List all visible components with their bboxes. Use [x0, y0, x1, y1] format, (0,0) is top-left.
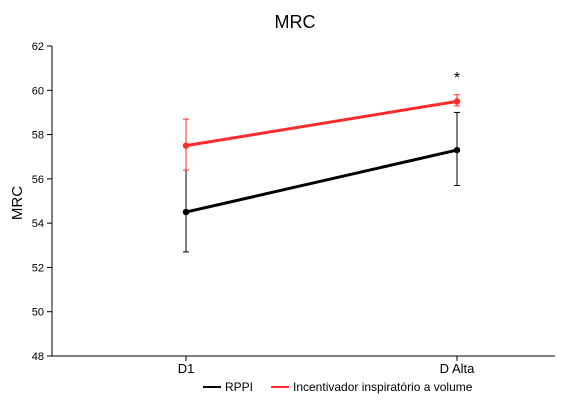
legend-label: RPPI [225, 380, 253, 394]
series-layer [182, 94, 461, 253]
legend-label: Incentivador inspiratório a volume [293, 380, 473, 394]
chart-title: MRC [275, 12, 316, 32]
y-tick-label: 56 [32, 174, 44, 186]
y-tick-label: 62 [32, 41, 44, 53]
y-ticks: 48 50 52 54 56 58 60 62 [32, 41, 52, 363]
data-point [182, 142, 190, 149]
x-tick-label: D1 [178, 361, 195, 376]
y-tick-label: 54 [32, 218, 44, 230]
series-1 [182, 111, 461, 253]
y-tick-label: 52 [32, 262, 44, 274]
y-axis-label: MRC [9, 186, 26, 220]
significance-marker: * [454, 70, 460, 87]
series-line [185, 99, 458, 148]
y-tick-label: 48 [32, 351, 44, 363]
data-point [453, 146, 461, 154]
series-2 [182, 94, 461, 171]
y-tick-label: 50 [32, 307, 44, 319]
x-ticks: D1 D Alta [178, 356, 475, 376]
legend: RPPI Incentivador inspiratório a volume [203, 380, 473, 394]
series-line [185, 148, 458, 214]
y-tick-label: 60 [32, 85, 44, 97]
data-point [182, 208, 190, 216]
x-tick-label: D Alta [440, 361, 475, 376]
y-tick-label: 58 [32, 130, 44, 142]
annotations-layer: * [454, 70, 460, 87]
data-point [453, 98, 461, 105]
